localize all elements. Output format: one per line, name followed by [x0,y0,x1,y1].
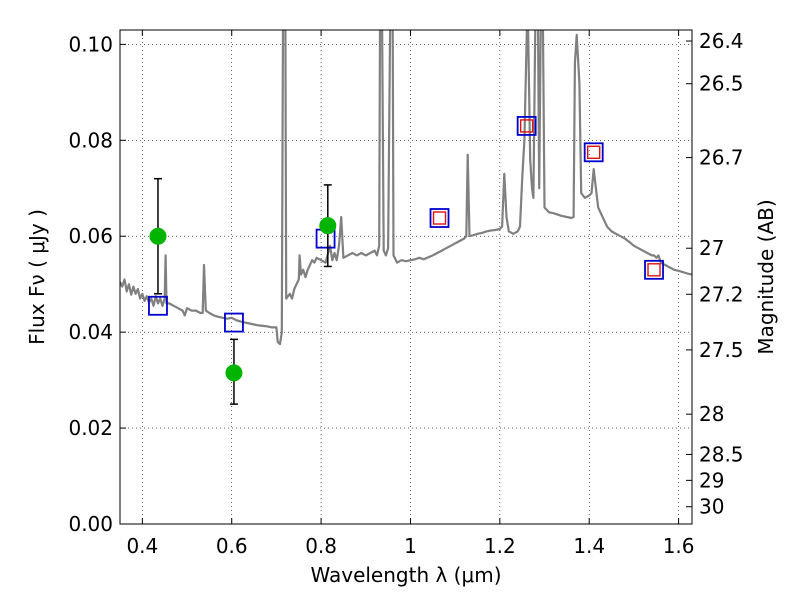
x-tick-label: 0.6 [216,534,248,558]
mag-tick-label: 28 [699,402,724,426]
y-tick-label: 0.02 [68,416,113,440]
y-tick-label: 0.00 [68,512,113,536]
plot-data [120,30,692,405]
model-point-blue [583,142,604,163]
mag-tick-label: 27 [699,236,724,260]
ticks [120,30,692,525]
mag-tick-label: 26.4 [699,29,744,53]
x-tick-label: 0.4 [126,534,158,558]
plot-frame [119,29,693,525]
x-tick-label: 1 [404,534,417,558]
model-point-blue [148,295,168,316]
y-axis-label: Flux Fν ( μJy ) [25,209,49,345]
x-tick-label: 0.8 [305,534,337,558]
model-point-red [519,119,534,133]
mag-tick-label: 27.5 [699,338,744,362]
y-tick-label: 0.10 [68,32,113,56]
y-axis-right-label: Magnitude (AB) [754,199,778,354]
model-point-blue [429,208,450,228]
model-point-red [647,263,661,277]
x-tick-label: 1.6 [663,534,695,558]
mag-tick-label: 26.5 [699,72,744,96]
observed-point [149,227,167,245]
model-point-red [586,145,601,160]
observed-point [225,364,243,382]
spectrum-line [120,30,692,346]
mag-tick-label: 28.5 [699,442,744,466]
model-point-red [432,211,447,225]
y-tick-label: 0.04 [68,320,113,344]
x-tick-label: 1.4 [573,534,605,558]
y-tick-label: 0.06 [68,224,113,248]
mag-tick-label: 29 [699,468,724,492]
mag-tick-label: 26.7 [699,146,744,170]
observed-point [319,217,337,235]
tick-labels: 0.4 0.6 0.8 1 1.2 1.4 1.6 0.00 0.02 0.04 0.06 0.08 0… [68,29,743,558]
grid [120,30,692,525]
mag-tick-label: 27.2 [699,282,744,306]
model-point-blue [224,312,244,333]
model-point-blue [644,259,664,280]
y-tick-label: 0.08 [68,128,113,152]
model-point-blue [516,116,537,136]
mag-tick-label: 30 [699,495,724,519]
x-tick-label: 1.2 [484,534,516,558]
x-axis-label: Wavelength λ (μm) [310,563,501,587]
